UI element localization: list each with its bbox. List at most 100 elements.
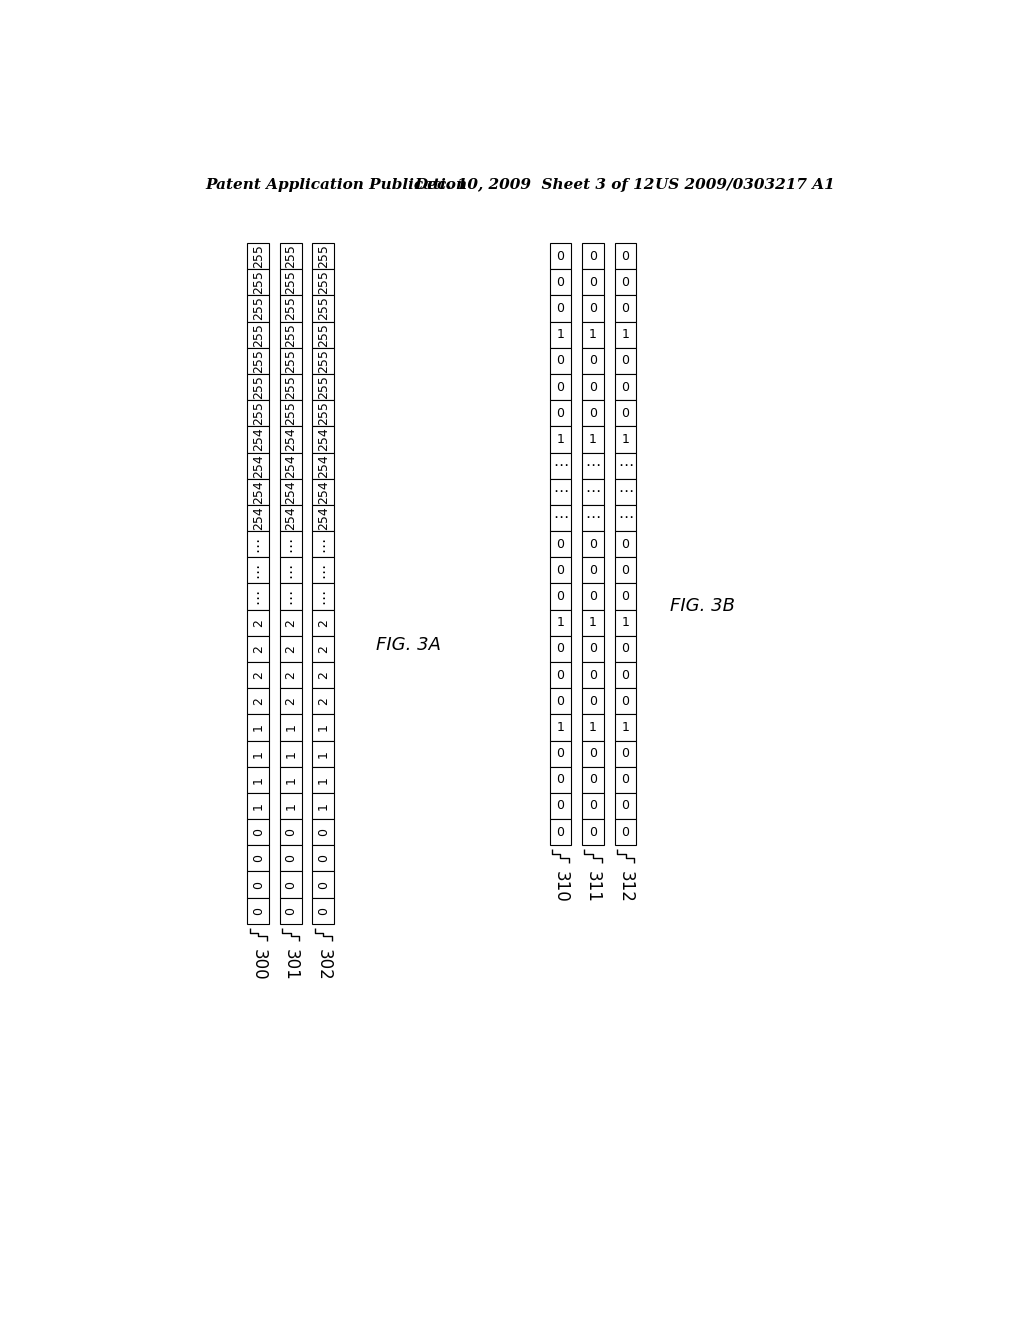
Text: US 2009/0303217 A1: US 2009/0303217 A1	[655, 178, 835, 191]
Bar	[550, 400, 571, 426]
Bar	[280, 400, 302, 426]
Bar	[312, 714, 334, 741]
Text: 255: 255	[316, 375, 330, 399]
Text: 0: 0	[556, 747, 564, 760]
Bar	[280, 793, 302, 818]
Bar	[583, 322, 604, 348]
Bar	[550, 426, 571, 453]
Bar	[312, 663, 334, 688]
Text: 1: 1	[285, 776, 297, 784]
Bar	[550, 636, 571, 663]
Text: 255: 255	[316, 401, 330, 425]
Text: 255: 255	[285, 323, 297, 347]
Bar	[280, 898, 302, 924]
Bar	[614, 636, 636, 663]
Text: 0: 0	[556, 380, 564, 393]
Bar	[280, 269, 302, 296]
Bar	[248, 583, 269, 610]
Text: 310: 310	[552, 871, 569, 903]
Text: 254: 254	[316, 428, 330, 451]
Bar	[550, 818, 571, 845]
Text: 0: 0	[622, 747, 630, 760]
Bar	[583, 557, 604, 583]
Text: 255: 255	[316, 297, 330, 321]
Text: Patent Application Publication: Patent Application Publication	[206, 178, 468, 191]
Text: 0: 0	[622, 590, 630, 603]
Bar	[248, 400, 269, 426]
Bar	[550, 714, 571, 741]
Bar	[312, 818, 334, 845]
Bar	[280, 688, 302, 714]
Bar	[550, 557, 571, 583]
Bar	[550, 531, 571, 557]
Bar	[614, 506, 636, 531]
Bar	[614, 557, 636, 583]
Bar	[550, 296, 571, 322]
Text: 0: 0	[622, 800, 630, 813]
Text: ⋯: ⋯	[617, 458, 633, 473]
Bar	[312, 296, 334, 322]
Text: 0: 0	[589, 249, 597, 263]
Text: 0: 0	[622, 276, 630, 289]
Bar	[614, 479, 636, 506]
Bar	[550, 374, 571, 400]
Text: 0: 0	[622, 694, 630, 708]
Text: ⋯: ⋯	[586, 458, 601, 473]
Bar	[248, 688, 269, 714]
Text: 0: 0	[556, 302, 564, 315]
Text: 2: 2	[285, 619, 297, 627]
Bar	[312, 688, 334, 714]
Text: 0: 0	[556, 354, 564, 367]
Text: ⋯: ⋯	[284, 562, 298, 578]
Text: 0: 0	[589, 800, 597, 813]
Bar	[583, 400, 604, 426]
Bar	[550, 767, 571, 793]
Bar	[583, 688, 604, 714]
Text: 2: 2	[285, 671, 297, 678]
Bar	[614, 663, 636, 688]
Bar	[550, 741, 571, 767]
Text: 1: 1	[589, 616, 597, 630]
Bar	[583, 453, 604, 479]
Text: 312: 312	[616, 871, 635, 903]
Bar	[312, 374, 334, 400]
Bar	[583, 506, 604, 531]
Text: 0: 0	[556, 800, 564, 813]
Text: 255: 255	[252, 297, 264, 321]
Bar	[312, 871, 334, 898]
Text: 255: 255	[316, 271, 330, 294]
Bar	[583, 714, 604, 741]
Text: 1: 1	[252, 803, 264, 810]
Text: 0: 0	[622, 380, 630, 393]
Bar	[312, 741, 334, 767]
Bar	[312, 322, 334, 348]
Text: 1: 1	[316, 803, 330, 810]
Bar	[312, 610, 334, 636]
Bar	[312, 583, 334, 610]
Text: 0: 0	[556, 537, 564, 550]
Bar	[312, 557, 334, 583]
Text: 1: 1	[622, 433, 630, 446]
Text: 254: 254	[316, 506, 330, 529]
Bar	[583, 767, 604, 793]
Text: 1: 1	[622, 329, 630, 342]
Bar	[614, 741, 636, 767]
Text: 0: 0	[589, 694, 597, 708]
Bar	[583, 741, 604, 767]
Text: 0: 0	[316, 907, 330, 915]
Text: 0: 0	[622, 564, 630, 577]
Bar	[583, 243, 604, 269]
Text: 0: 0	[316, 854, 330, 862]
Text: 0: 0	[589, 668, 597, 681]
Text: 302: 302	[314, 949, 333, 981]
Bar	[248, 793, 269, 818]
Text: 0: 0	[622, 774, 630, 787]
Text: 2: 2	[252, 645, 264, 653]
Text: ⋯: ⋯	[284, 589, 298, 605]
Text: 1: 1	[285, 723, 297, 731]
Bar	[614, 793, 636, 818]
Bar	[248, 269, 269, 296]
Bar	[248, 322, 269, 348]
Text: ⋯: ⋯	[315, 536, 331, 552]
Text: 0: 0	[285, 907, 297, 915]
